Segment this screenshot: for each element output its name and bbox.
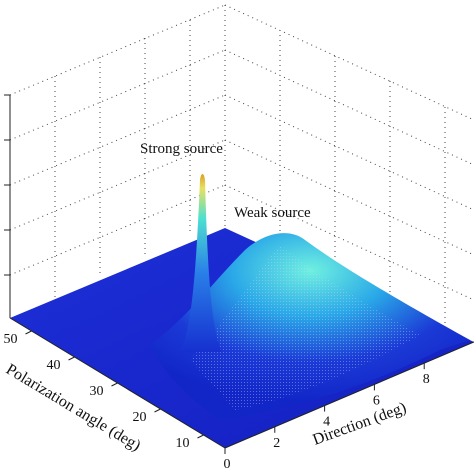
y-tick-mark [25,330,32,335]
x-tick-label: 2 [273,436,280,451]
y-tick-mark [68,356,75,361]
y-tick-label: 30 [90,384,104,399]
y-tick-label: 10 [176,436,190,451]
y-tick-mark [197,434,204,439]
x-tick-label: 4 [323,415,330,430]
y-tick-mark [111,382,118,387]
y-tick-label: 20 [133,410,147,425]
y-tick-mark [154,408,161,413]
x-tick-label: 8 [423,372,430,387]
y-tick-label: 40 [47,358,61,373]
x-tick-label: 6 [373,393,380,408]
strong-source-label: Strong source [140,141,223,157]
x-tick-label: 0 [224,457,231,472]
y-axis-ticks: 10 20 30 40 50 [4,330,204,451]
strong-source-peak [180,174,222,352]
grid-lines [9,4,474,330]
weak-source-peak [150,233,470,420]
x-axis-ticks: 0 2 4 6 8 [224,363,430,472]
y-tick-label: 50 [4,332,18,347]
z-axis [4,94,11,318]
weak-source-label: Weak source [234,205,311,221]
